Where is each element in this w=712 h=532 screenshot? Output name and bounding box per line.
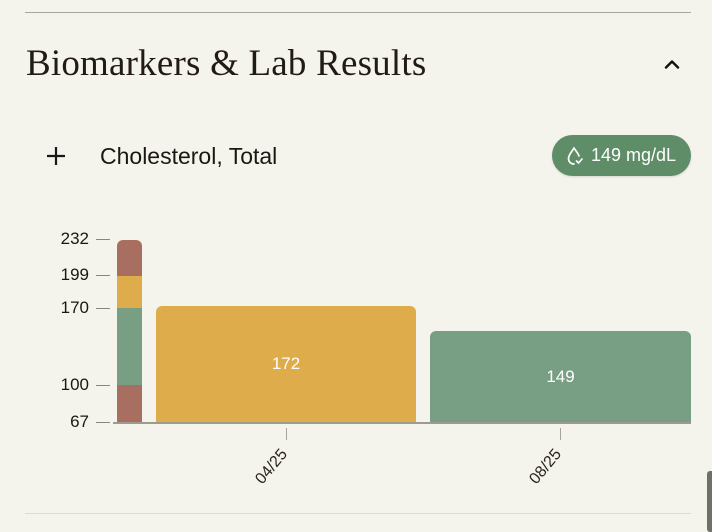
y-tick-label: 67 <box>70 412 89 431</box>
expand-biomarker-button[interactable] <box>42 142 70 170</box>
y-tick-label: 232 <box>60 229 89 248</box>
biomarker-name: Cholesterol, Total <box>100 143 278 169</box>
plus-icon <box>47 147 65 165</box>
y-tick-label: 170 <box>60 298 89 317</box>
y-tick-label: 199 <box>60 265 89 284</box>
bar-value-label: 172 <box>271 354 301 373</box>
section-title: Biomarkers & Lab Results <box>26 43 427 84</box>
x-tick-label: 08/25 <box>526 446 566 488</box>
biomarker-row[interactable]: Cholesterol, Total 149 mg/dL <box>40 134 692 178</box>
reference-range-bar <box>117 240 142 422</box>
top-divider <box>25 12 691 13</box>
y-tick-mark <box>96 307 110 309</box>
y-tick: 67 <box>0 412 110 432</box>
bar-04-25[interactable]: 172 <box>156 306 416 422</box>
range-borderline <box>117 276 142 308</box>
droplet-check-icon <box>567 146 583 165</box>
y-tick: 232 <box>0 229 110 249</box>
y-tick-mark <box>96 384 110 386</box>
y-tick-label: 100 <box>60 375 89 394</box>
y-tick-mark <box>96 421 110 423</box>
range-high <box>117 240 142 276</box>
scrollbar-thumb[interactable] <box>707 471 712 532</box>
latest-value-text: 149 mg/dL <box>590 145 676 165</box>
y-tick-mark <box>96 238 110 240</box>
y-tick: 199 <box>0 265 110 285</box>
bar-value-label: 149 <box>546 366 575 386</box>
biomarker-chart: 232 199 170 100 67 172 149 04/25 08/25 <box>0 220 712 510</box>
range-low <box>117 385 142 422</box>
bar-08-25[interactable]: 149 <box>430 331 691 422</box>
chevron-up-icon <box>664 60 680 69</box>
y-tick-mark <box>96 274 110 276</box>
bottom-divider <box>25 513 691 514</box>
collapse-section-button[interactable] <box>656 50 688 78</box>
latest-value-badge: 149 mg/dL <box>551 135 691 176</box>
x-tick-label: 04/25 <box>252 446 292 488</box>
y-tick: 170 <box>0 298 110 318</box>
x-tick-mark <box>560 428 561 440</box>
y-tick: 100 <box>0 375 110 395</box>
range-optimal <box>117 308 142 385</box>
x-tick-mark <box>286 428 287 440</box>
x-axis-baseline <box>113 422 691 424</box>
